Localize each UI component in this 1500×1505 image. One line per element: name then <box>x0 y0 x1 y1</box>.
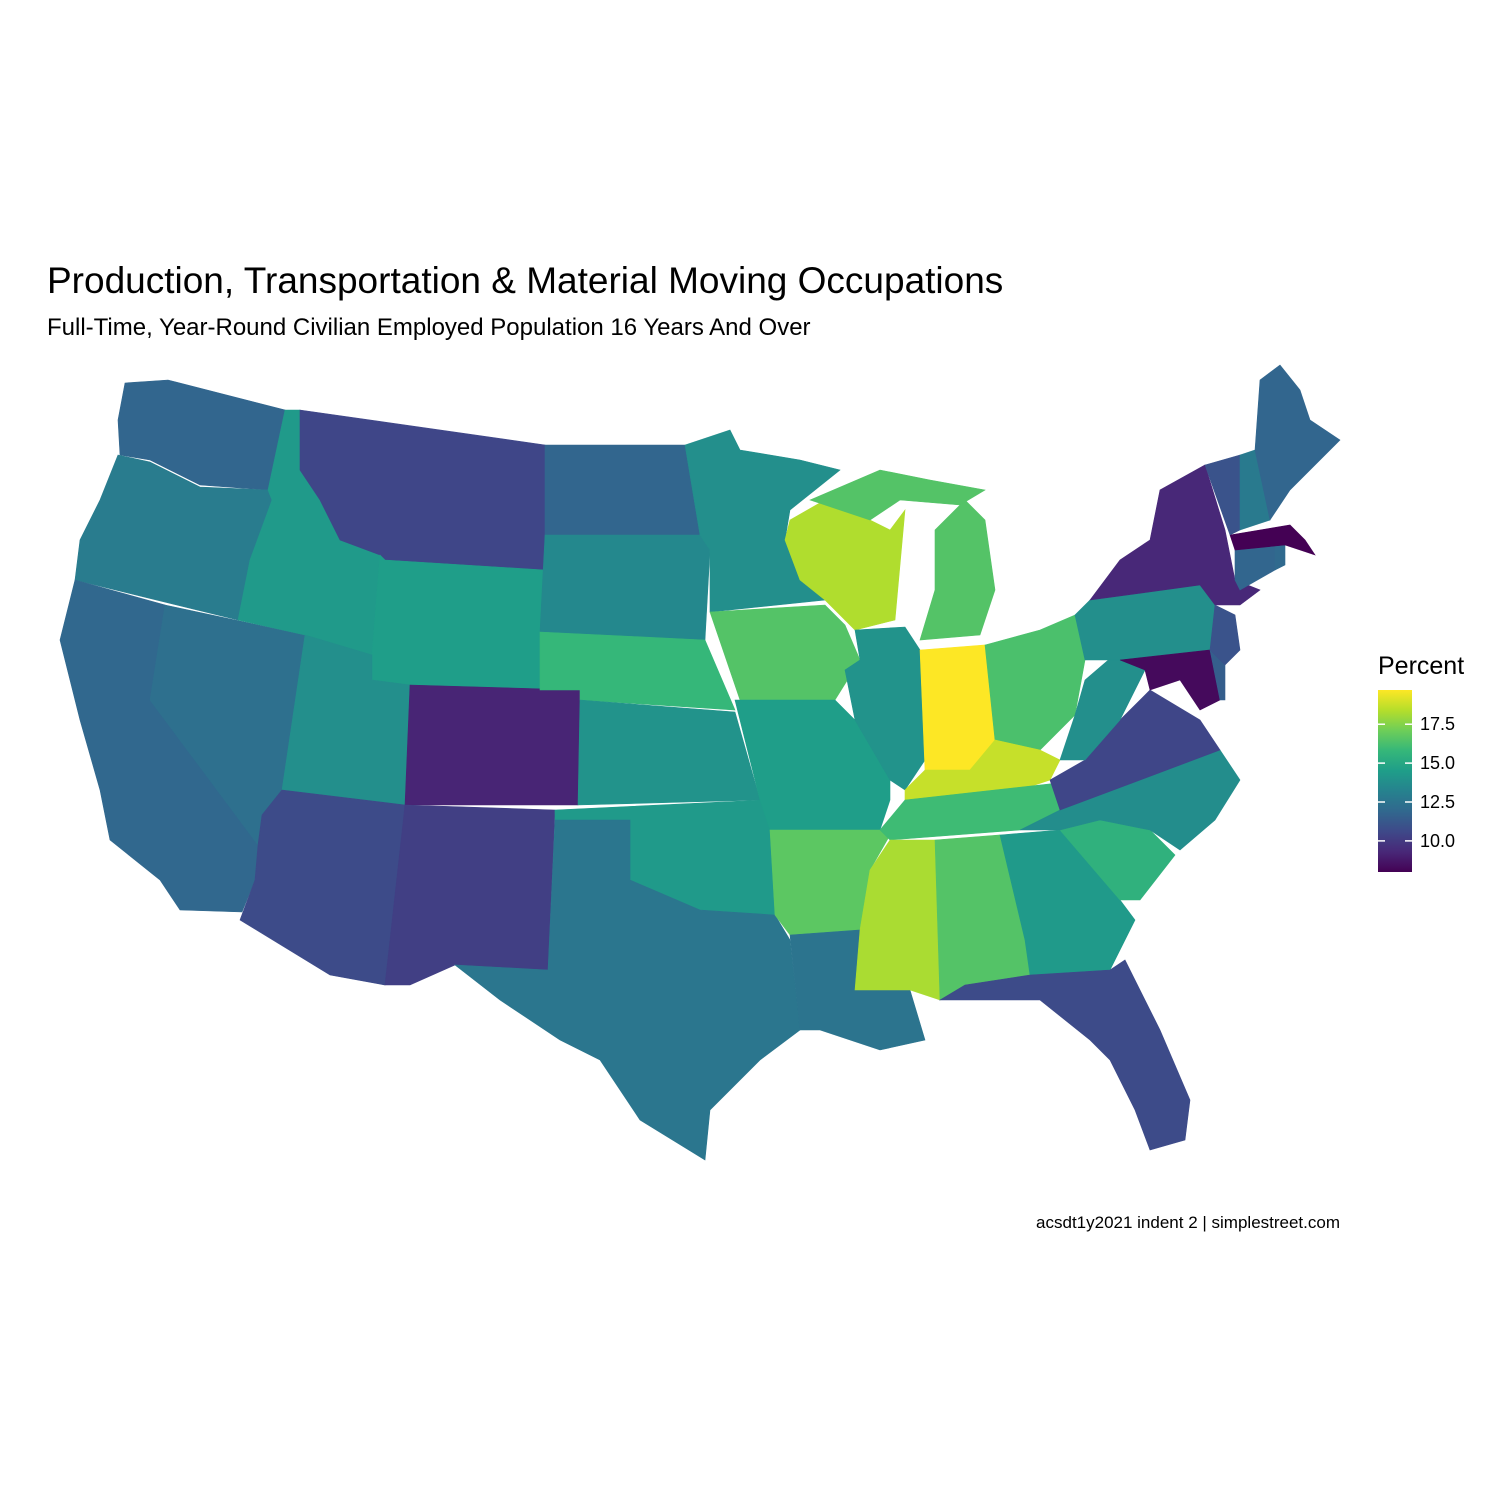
state <box>454 819 801 1161</box>
state <box>938 959 1191 1151</box>
legend-tick-label: 17.5 <box>1420 714 1455 734</box>
states <box>59 364 1341 1161</box>
state <box>709 604 861 701</box>
state <box>577 699 761 806</box>
state <box>371 554 546 691</box>
state <box>809 469 996 641</box>
state <box>1274 544 1286 571</box>
state <box>844 626 926 791</box>
chart-subtitle: Full-Time, Year-Round Civilian Employed … <box>47 314 811 341</box>
caption: acsdt1y2021 indent 2 | simplestreet.com <box>1036 1213 1340 1232</box>
state <box>384 804 556 986</box>
state <box>1229 524 1316 556</box>
chart-title: Production, Transportation & Material Mo… <box>47 260 1003 301</box>
state <box>239 789 406 986</box>
state <box>1209 604 1241 666</box>
state <box>404 684 581 806</box>
legend-tick-label: 10.0 <box>1420 831 1455 851</box>
state <box>1089 464 1261 606</box>
state <box>919 644 996 771</box>
legend-tick-label: 12.5 <box>1420 792 1455 812</box>
legend-title: Percent <box>1378 652 1464 680</box>
state <box>1254 364 1341 521</box>
state <box>734 699 891 831</box>
state <box>544 444 701 536</box>
colorbar <box>1378 690 1412 872</box>
state <box>117 379 286 491</box>
state <box>1059 649 1146 761</box>
legend-tick-label: 15.0 <box>1420 753 1455 773</box>
state <box>539 534 711 641</box>
state <box>854 839 941 1001</box>
state <box>1234 544 1276 591</box>
